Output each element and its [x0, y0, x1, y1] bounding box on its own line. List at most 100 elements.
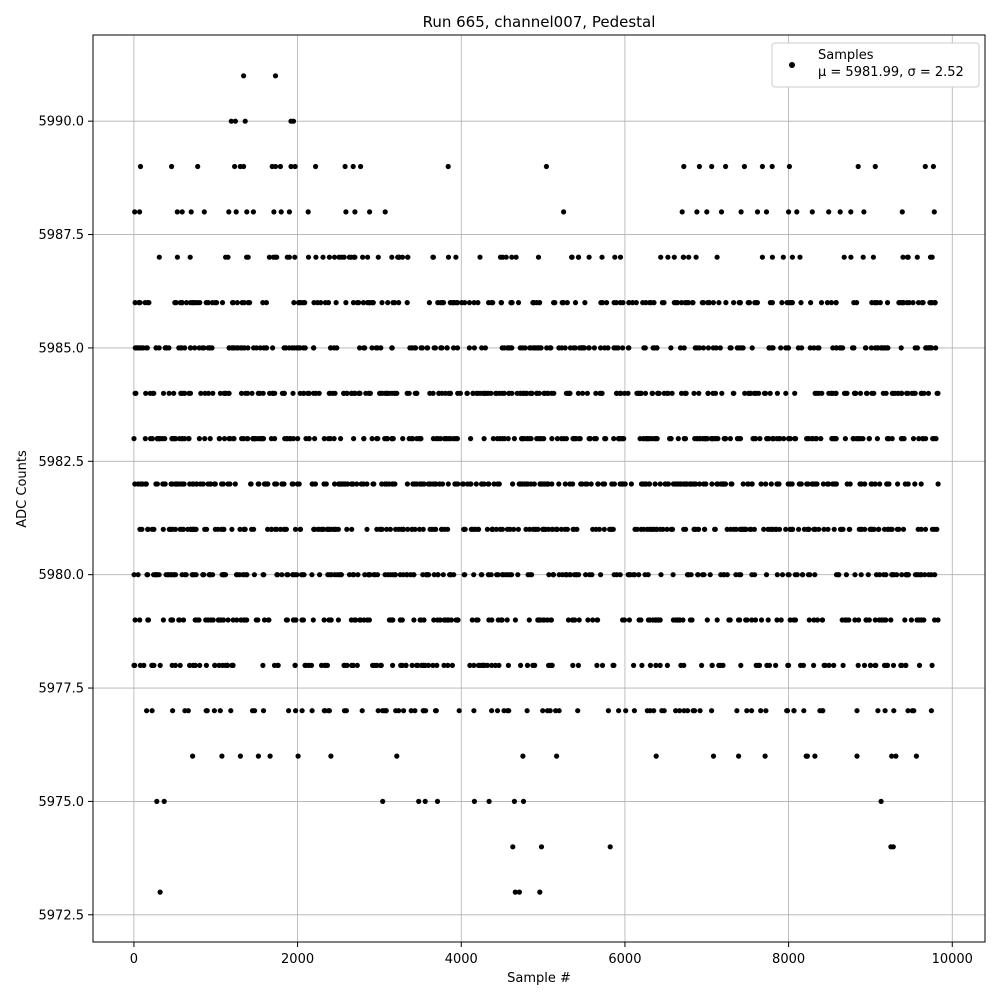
data-point [464, 390, 470, 396]
data-point [628, 481, 635, 487]
data-point [211, 481, 218, 487]
data-point [537, 889, 543, 895]
data-point [704, 617, 710, 623]
data-point [279, 572, 285, 578]
legend-sublabel: μ = 5981.99, σ = 2.52 [818, 65, 964, 80]
data-point [767, 390, 773, 396]
data-point [477, 662, 483, 669]
data-point [145, 526, 151, 532]
data-point [881, 572, 887, 578]
data-point [297, 526, 304, 532]
data-point [357, 390, 363, 396]
data-point [390, 617, 396, 623]
data-point [445, 662, 451, 669]
data-point [742, 526, 748, 532]
data-point [489, 617, 495, 623]
data-point [445, 254, 452, 260]
data-point [854, 708, 860, 714]
data-point [736, 753, 742, 759]
data-point [478, 481, 485, 487]
data-point [322, 300, 328, 306]
data-point [353, 617, 359, 623]
data-point [132, 617, 138, 623]
data-point [812, 572, 818, 578]
data-point [677, 345, 684, 351]
data-point [868, 481, 874, 487]
data-point [355, 572, 361, 578]
data-point [645, 572, 651, 578]
data-point [586, 572, 593, 578]
data-point [234, 617, 240, 623]
data-point [166, 390, 172, 396]
data-point [561, 209, 567, 215]
data-point [914, 617, 920, 623]
data-point [888, 617, 894, 623]
data-point [257, 345, 263, 351]
data-point [885, 345, 891, 351]
data-point [387, 526, 393, 532]
data-point [798, 300, 804, 306]
data-point [215, 526, 221, 532]
data-point [245, 390, 251, 396]
y-tick-label: 5987.5 [39, 228, 85, 243]
data-point [203, 708, 209, 714]
data-point [154, 481, 160, 487]
data-point [286, 708, 292, 714]
y-axis-label: ADC Counts [15, 450, 30, 528]
data-point [342, 163, 348, 170]
data-point [528, 436, 534, 442]
data-point [137, 163, 144, 170]
data-point [625, 345, 632, 351]
data-point [734, 708, 740, 714]
data-point [194, 481, 200, 487]
data-point [431, 617, 437, 623]
data-point [518, 481, 524, 487]
data-point [696, 163, 703, 170]
data-point [479, 572, 485, 578]
data-point [179, 390, 185, 396]
data-point [932, 572, 938, 578]
data-point [286, 209, 292, 215]
y-axis-ticks: 5972.5 5975.0 5977.5 5980.0 5982.5 5985.0 5987… [39, 115, 93, 923]
data-point [763, 708, 769, 714]
x-axis-ticks: 0 2000 4000 6000 8000 10000 [130, 942, 973, 967]
data-point [652, 617, 658, 623]
data-point [797, 254, 803, 260]
data-point [787, 526, 793, 532]
data-point [498, 617, 504, 623]
data-point [274, 526, 280, 532]
data-point [185, 436, 192, 442]
data-point [179, 345, 185, 351]
data-point [549, 436, 555, 442]
data-point [285, 572, 291, 578]
data-point [477, 254, 483, 260]
data-point [249, 708, 256, 714]
data-point [691, 390, 697, 396]
data-point [811, 662, 817, 669]
data-point [792, 572, 798, 578]
data-point [310, 390, 317, 396]
data-point [651, 526, 658, 532]
data-point [160, 526, 166, 532]
data-point [712, 526, 718, 532]
data-point [721, 436, 727, 442]
data-point [702, 526, 708, 532]
data-point [769, 345, 775, 351]
data-point [326, 617, 332, 623]
data-point [284, 617, 290, 623]
data-point [758, 617, 765, 623]
data-point [481, 390, 487, 396]
data-point [244, 209, 250, 215]
data-point [791, 708, 797, 714]
data-point [540, 708, 546, 714]
data-point [817, 708, 823, 714]
data-point [453, 254, 459, 260]
data-point [277, 163, 283, 170]
data-point [537, 300, 543, 306]
data-point [859, 526, 865, 532]
data-point [545, 481, 551, 487]
data-point [526, 617, 532, 623]
data-point [588, 481, 594, 487]
data-point [214, 300, 220, 306]
data-point [903, 572, 910, 578]
